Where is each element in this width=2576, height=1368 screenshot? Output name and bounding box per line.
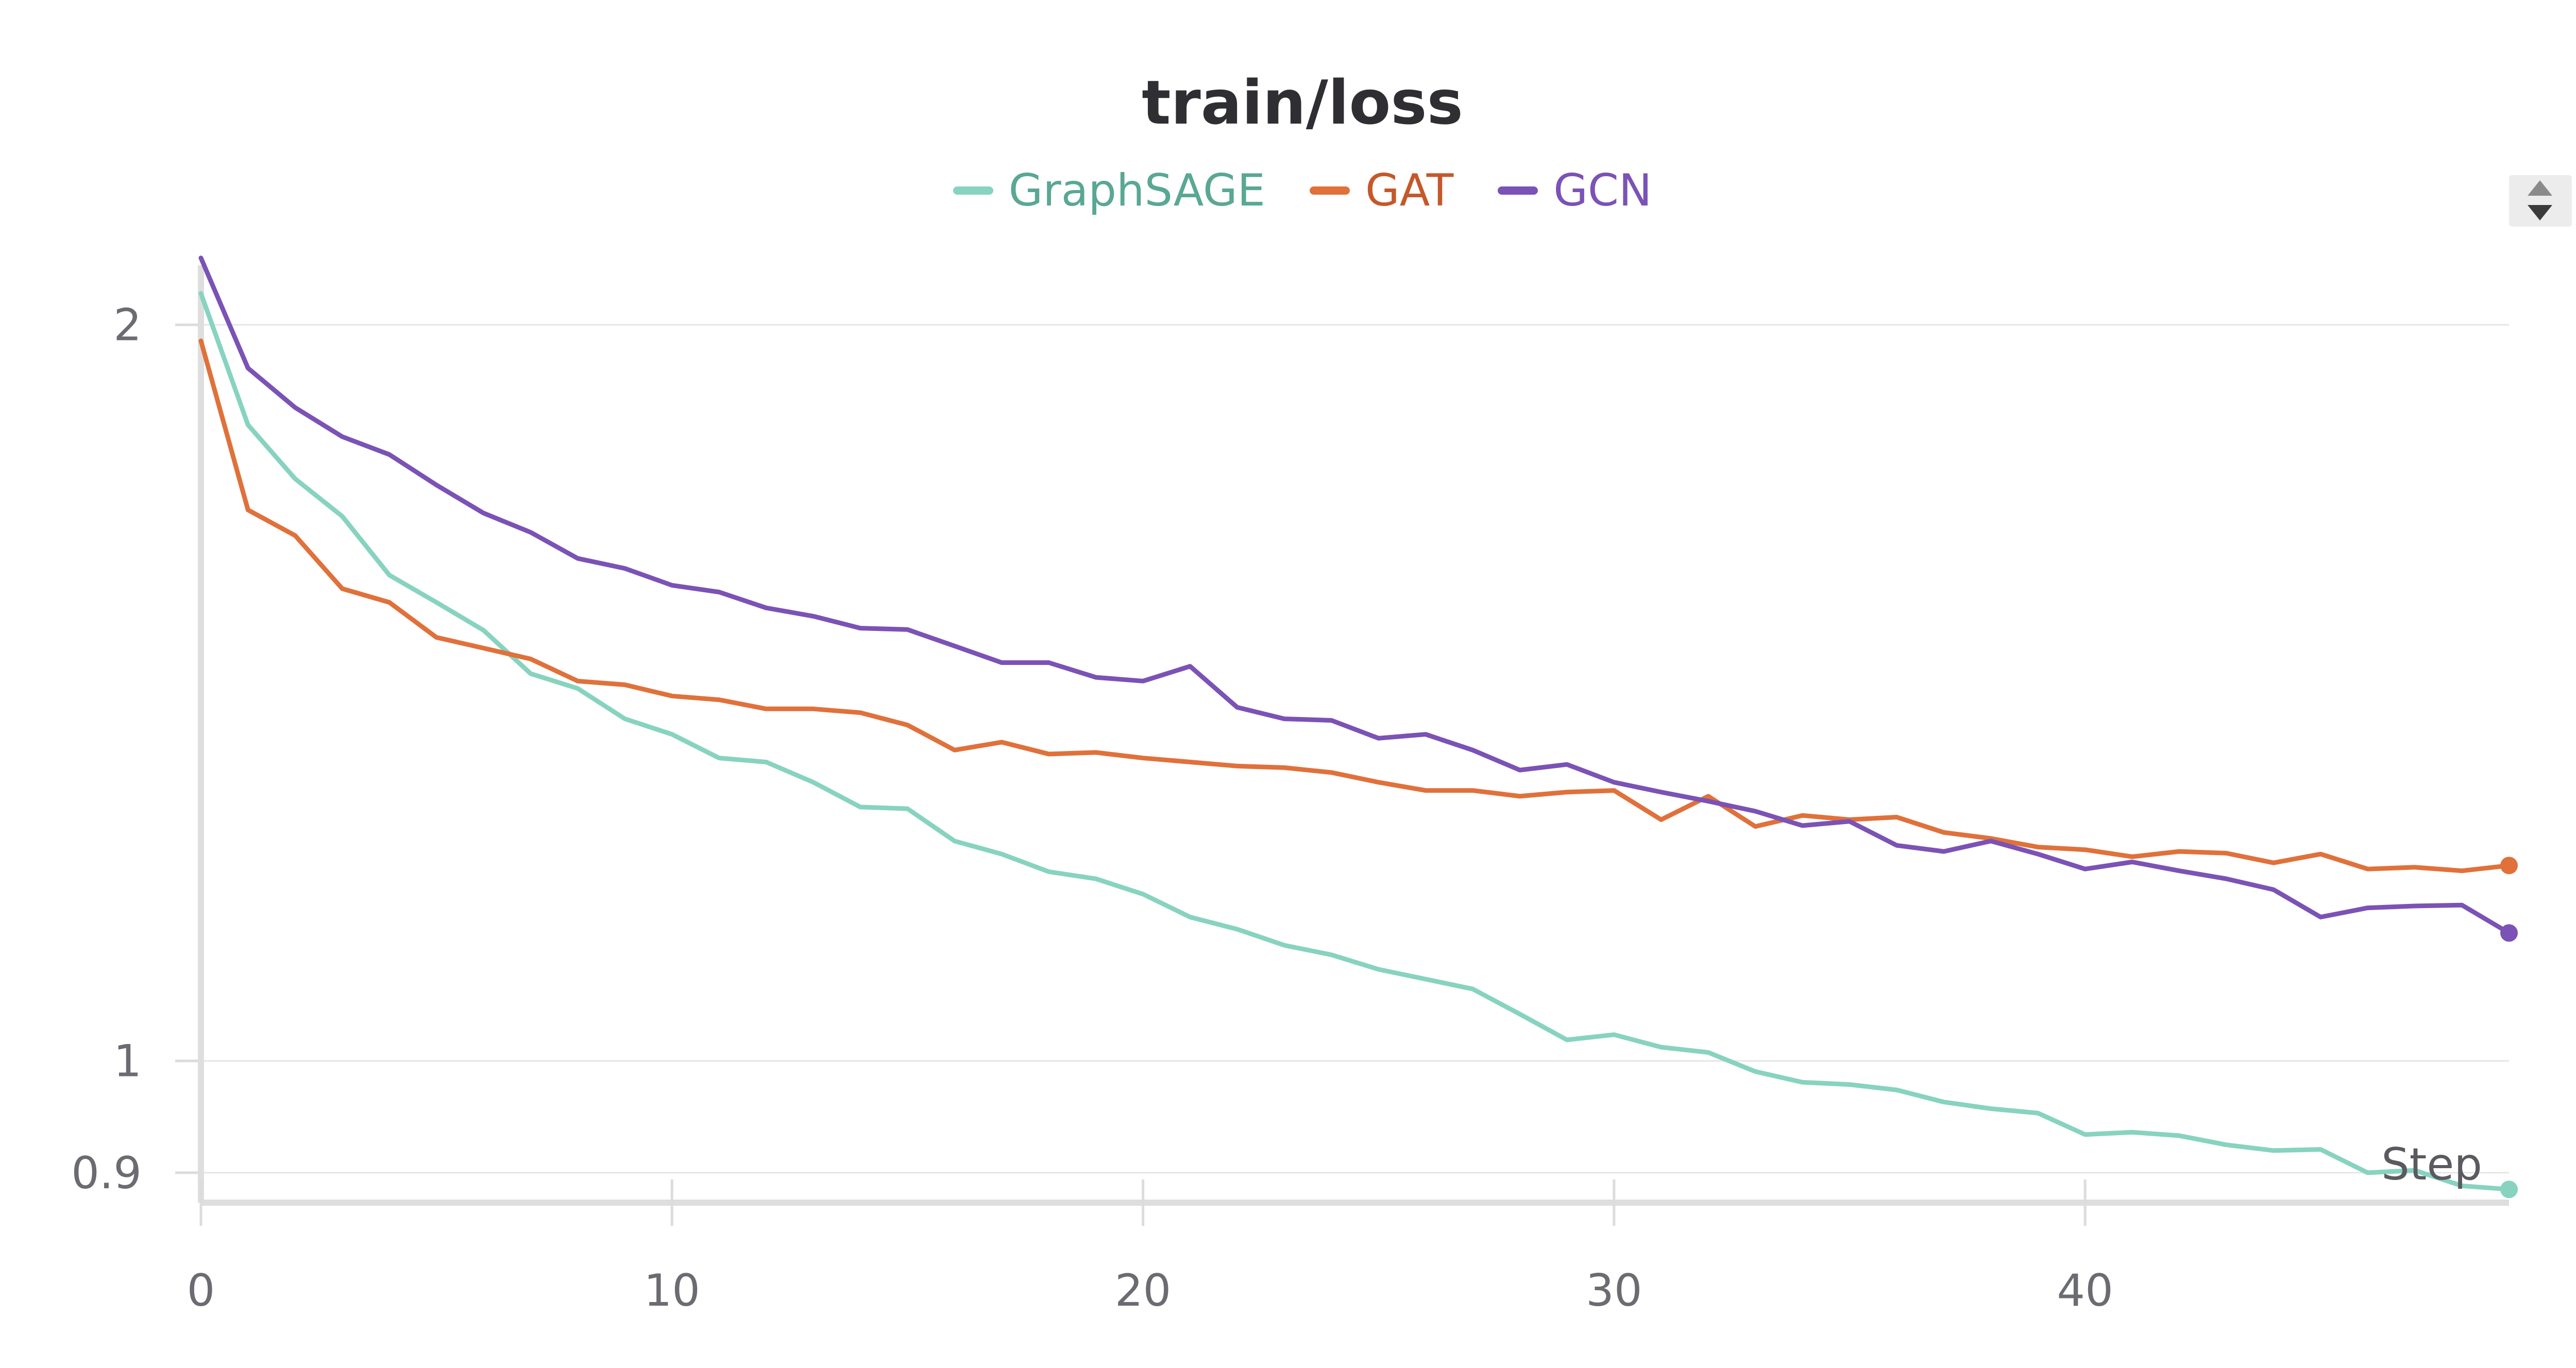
x-tick-label: 0 <box>187 1265 215 1316</box>
y-tick-label: 0.9 <box>71 1148 142 1199</box>
legend-label-gat: GAT <box>1365 165 1454 216</box>
series-layer <box>198 255 2518 1199</box>
y-tick-label: 1 <box>113 1036 142 1087</box>
chevron-up-icon[interactable] <box>2528 180 2552 196</box>
series-line-gat <box>198 338 2512 874</box>
x-tick-label: 40 <box>2057 1265 2113 1316</box>
legend-swatch-graphsage <box>953 186 993 195</box>
series-endpoint-gat <box>2500 857 2518 875</box>
x-tick-label: 30 <box>1586 1265 1642 1316</box>
series-endpoint-gcn <box>2500 924 2518 942</box>
x-tick-label: 20 <box>1115 1265 1171 1316</box>
legend-label-graphsage: GraphSAGE <box>1008 165 1265 216</box>
series-line-graphsage <box>198 291 2512 1192</box>
legend-swatch-gat <box>1309 186 1350 195</box>
series-line-gcn <box>198 255 2512 935</box>
legend-item-graphsage[interactable]: GraphSAGE <box>953 165 1265 216</box>
legend-scroll-control[interactable] <box>2509 175 2572 227</box>
legend-item-gcn[interactable]: GCN <box>1498 165 1652 216</box>
series-endpoint-graphsage <box>2500 1181 2518 1199</box>
grid-layer <box>201 324 2509 1174</box>
legend-item-gat[interactable]: GAT <box>1309 165 1454 216</box>
legend: GraphSAGE GAT GCN <box>0 165 2576 216</box>
chart-title: train/loss <box>1142 67 1463 138</box>
chevron-down-icon[interactable] <box>2528 205 2552 220</box>
legend-label-gcn: GCN <box>1553 165 1652 216</box>
x-axis-label: Step <box>2381 1139 2482 1190</box>
legend-swatch-gcn <box>1498 186 1538 195</box>
y-tick-label: 2 <box>113 300 142 351</box>
x-tick-label: 10 <box>644 1265 700 1316</box>
